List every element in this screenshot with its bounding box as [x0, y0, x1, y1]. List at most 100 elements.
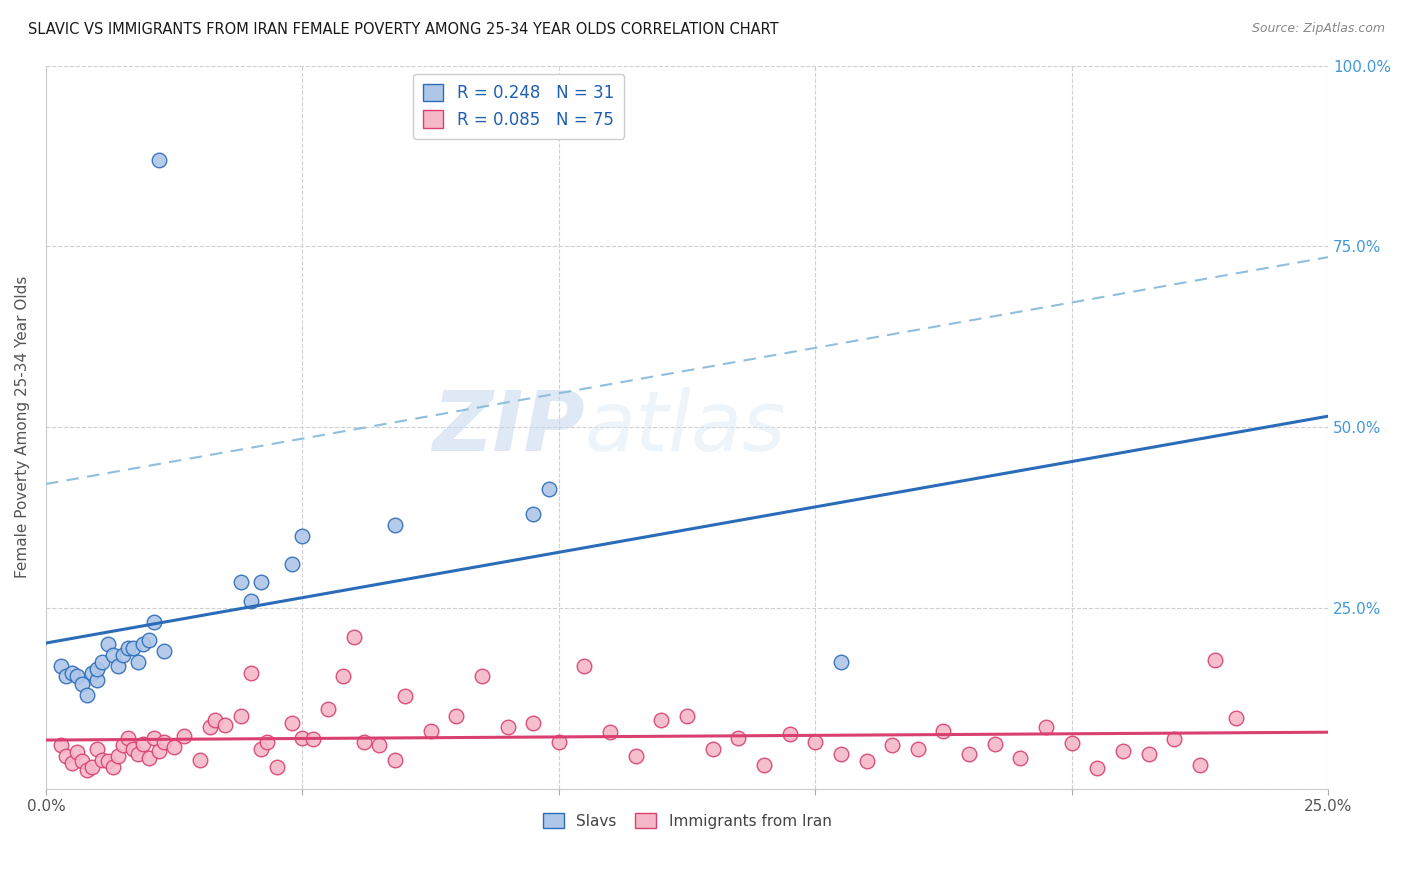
Point: [107, 749, 129, 764]
Point: [96, 637, 118, 651]
Point: [117, 640, 139, 655]
Point: [332, 669, 354, 683]
Point: [599, 725, 621, 739]
Point: [256, 734, 278, 748]
Point: [1060, 736, 1083, 750]
Point: [66, 669, 89, 683]
Point: [138, 633, 160, 648]
Point: [547, 734, 569, 748]
Point: [214, 718, 236, 732]
Point: [250, 741, 273, 756]
Point: [855, 754, 877, 768]
Point: [1204, 653, 1226, 667]
Point: [281, 558, 304, 572]
Point: [384, 753, 406, 767]
Point: [804, 734, 827, 748]
Point: [122, 640, 145, 655]
Point: [101, 760, 124, 774]
Point: [51, 738, 73, 752]
Point: [60, 665, 83, 680]
Point: [702, 741, 724, 756]
Point: [142, 615, 165, 630]
Point: [1085, 761, 1108, 775]
Point: [830, 747, 852, 761]
Point: [368, 738, 391, 752]
Point: [70, 676, 93, 690]
Point: [291, 528, 314, 542]
Point: [301, 732, 323, 747]
Point: [148, 744, 170, 758]
Point: [384, 517, 406, 532]
Point: [316, 702, 339, 716]
Point: [496, 720, 519, 734]
Point: [343, 630, 366, 644]
Point: [250, 575, 273, 590]
Text: SLAVIC VS IMMIGRANTS FROM IRAN FEMALE POVERTY AMONG 25-34 YEAR OLDS CORRELATION : SLAVIC VS IMMIGRANTS FROM IRAN FEMALE PO…: [28, 22, 779, 37]
Point: [70, 754, 93, 768]
Point: [122, 741, 145, 756]
Point: [173, 730, 195, 744]
Point: [1137, 747, 1160, 761]
Text: Source: ZipAtlas.com: Source: ZipAtlas.com: [1251, 22, 1385, 36]
Point: [957, 747, 980, 761]
Point: [779, 727, 801, 741]
Point: [419, 723, 441, 738]
Point: [229, 575, 252, 590]
Point: [91, 655, 114, 669]
Point: [51, 658, 73, 673]
Point: [353, 734, 375, 748]
Point: [117, 731, 139, 745]
Point: [76, 688, 98, 702]
Point: [86, 741, 108, 756]
Legend: Slavs, Immigrants from Iran: Slavs, Immigrants from Iran: [537, 807, 838, 835]
Point: [60, 756, 83, 771]
Point: [188, 753, 211, 767]
Point: [101, 648, 124, 662]
Point: [86, 673, 108, 687]
Point: [91, 753, 114, 767]
Point: [138, 751, 160, 765]
Point: [127, 655, 149, 669]
Point: [198, 720, 221, 734]
Point: [446, 709, 468, 723]
Point: [291, 731, 314, 745]
Point: [522, 507, 544, 521]
Point: [932, 723, 955, 738]
Point: [471, 669, 494, 683]
Point: [1112, 744, 1135, 758]
Point: [830, 655, 852, 669]
Point: [676, 709, 699, 723]
Point: [142, 731, 165, 745]
Point: [163, 739, 186, 754]
Point: [55, 749, 77, 764]
Point: [537, 482, 560, 496]
Point: [107, 658, 129, 673]
Point: [229, 709, 252, 723]
Point: [76, 764, 98, 778]
Point: [650, 713, 672, 727]
Point: [266, 760, 288, 774]
Point: [96, 754, 118, 768]
Point: [522, 716, 544, 731]
Point: [984, 737, 1007, 751]
Point: [1188, 758, 1211, 772]
Point: [127, 747, 149, 761]
Point: [153, 734, 176, 748]
Point: [394, 689, 416, 703]
Point: [132, 737, 155, 751]
Point: [82, 760, 104, 774]
Point: [111, 648, 134, 662]
Point: [240, 593, 263, 607]
Point: [907, 741, 929, 756]
Text: ZIP: ZIP: [432, 386, 585, 467]
Point: [727, 731, 749, 745]
Point: [882, 738, 904, 752]
Point: [1225, 711, 1247, 725]
Point: [1010, 751, 1032, 765]
Point: [86, 662, 108, 676]
Point: [66, 745, 89, 759]
Point: [204, 713, 226, 727]
Point: [574, 658, 596, 673]
Point: [55, 669, 77, 683]
Point: [1163, 732, 1185, 747]
